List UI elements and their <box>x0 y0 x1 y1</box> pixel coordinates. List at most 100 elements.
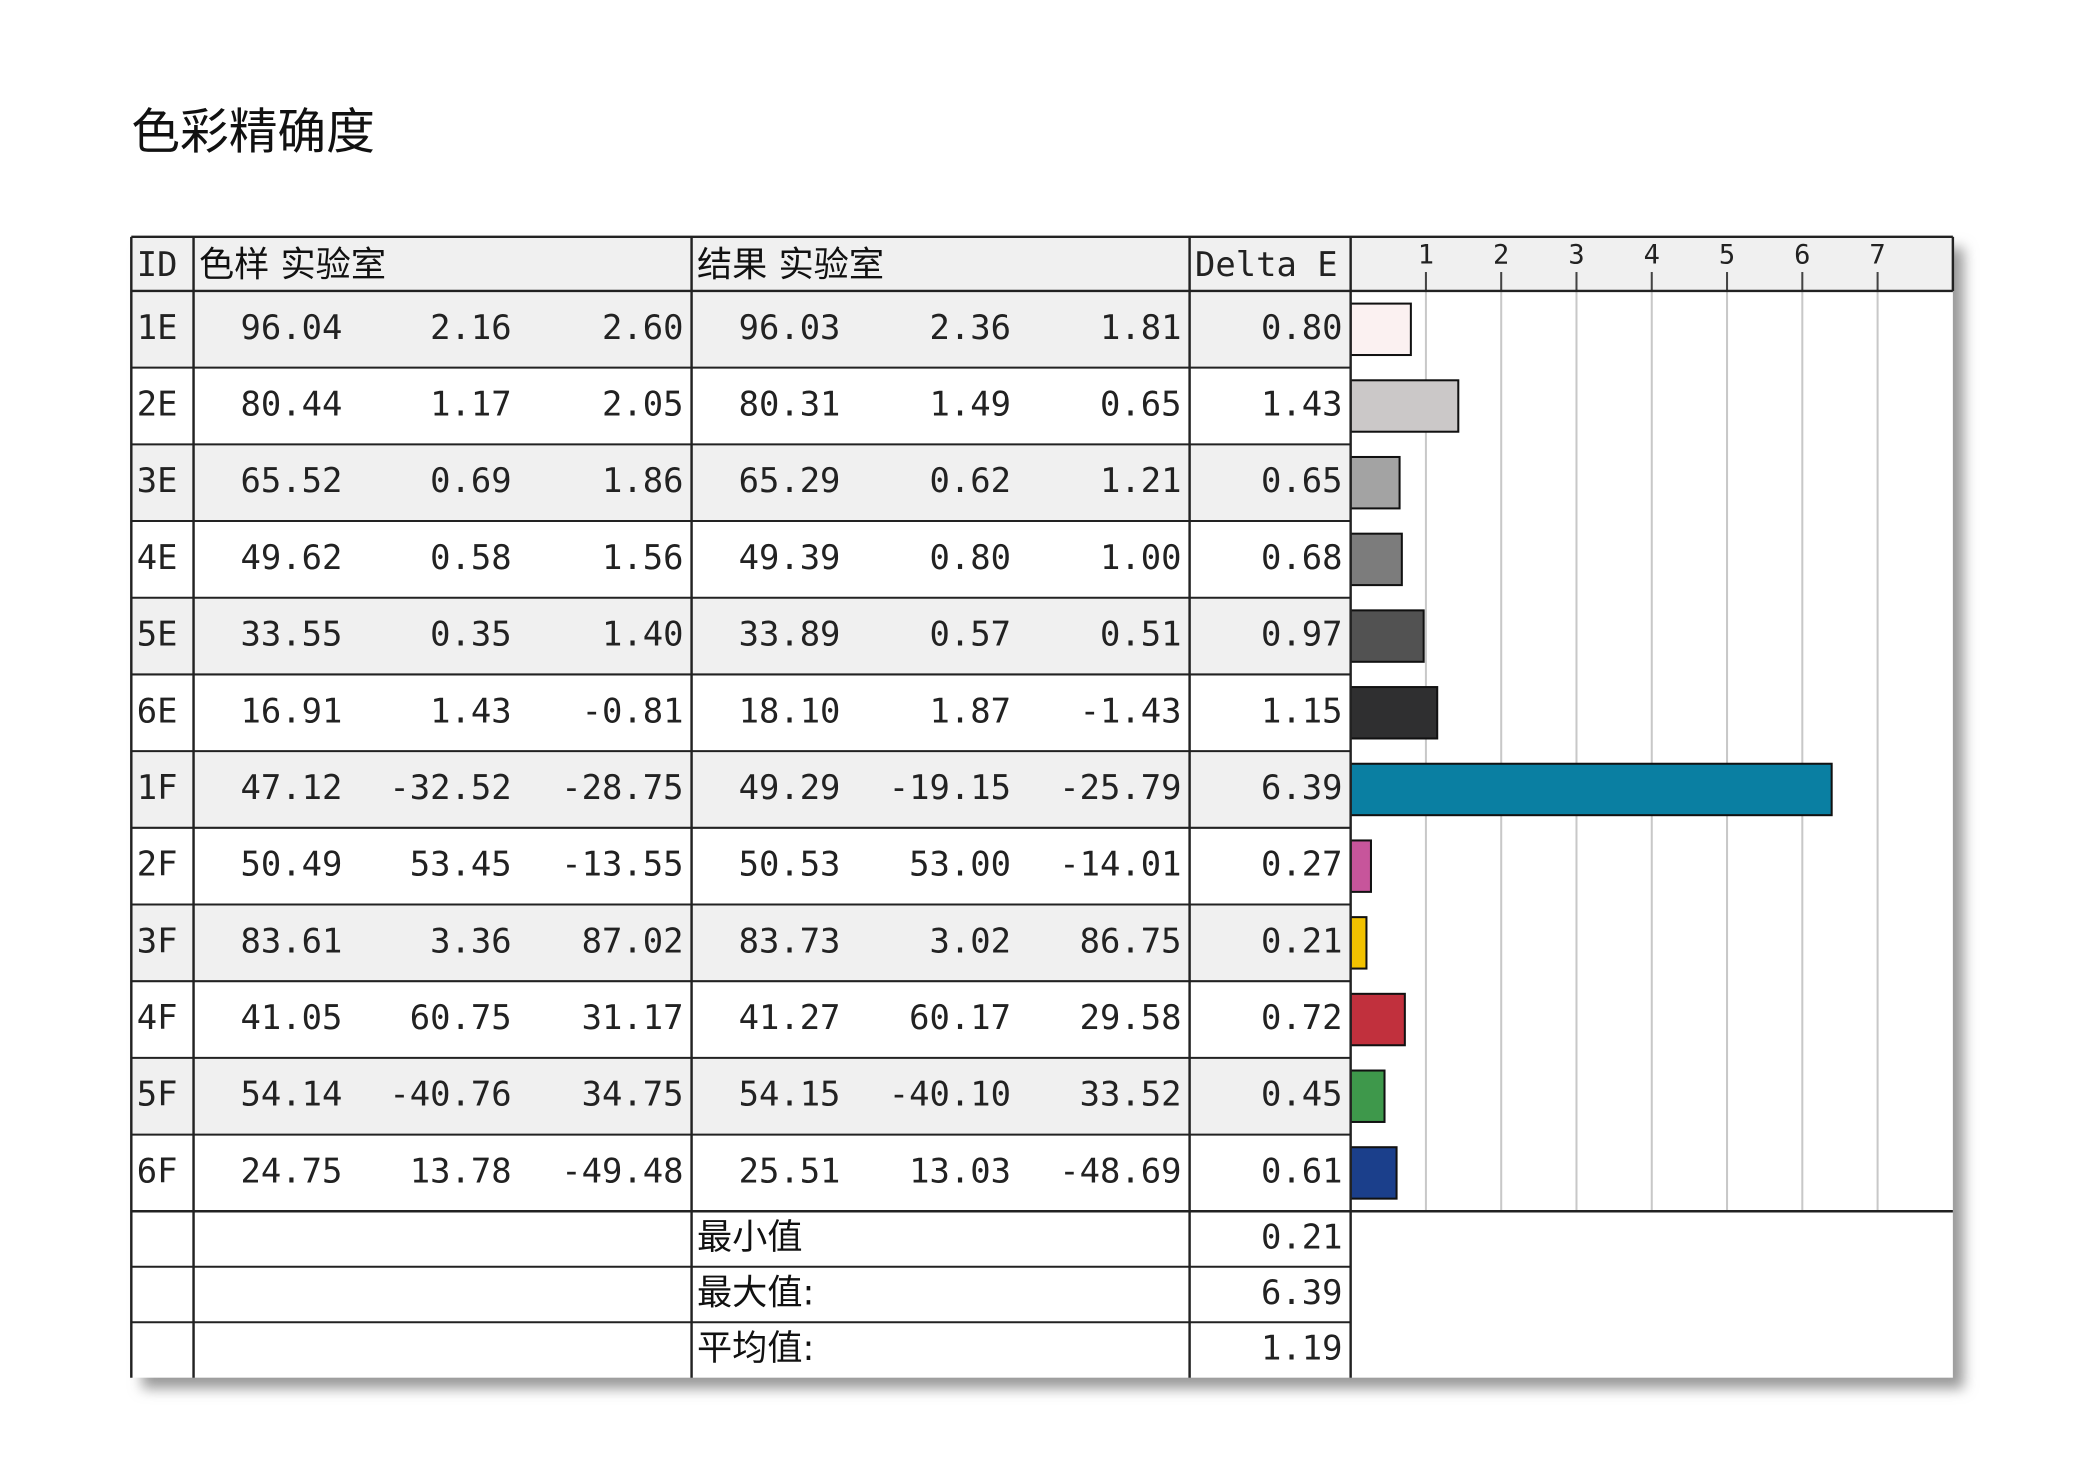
row-id: 5F <box>137 1075 178 1114</box>
title: 色彩精确度 <box>131 104 375 160</box>
sample-value: 1.40 <box>602 615 683 654</box>
sample-value: -28.75 <box>561 768 683 807</box>
row-bg <box>131 904 1351 982</box>
row-id: 4F <box>137 998 178 1037</box>
result-value: 3.02 <box>929 921 1010 960</box>
result-value: 1.00 <box>1100 538 1181 577</box>
delta-e-bar <box>1349 762 1833 817</box>
sample-value: -40.76 <box>389 1075 511 1114</box>
sample-value: 0.35 <box>430 615 511 654</box>
result-value: 0.62 <box>929 461 1010 500</box>
sample-value: 1.17 <box>430 385 511 424</box>
result-value: 53.00 <box>909 845 1011 884</box>
row-bg <box>131 751 1351 828</box>
result-value: 1.81 <box>1100 308 1181 347</box>
row-bg <box>131 981 1351 1058</box>
result-value: 54.15 <box>739 1075 841 1114</box>
delta-e-value: 1.15 <box>1261 691 1342 730</box>
result-value: 0.80 <box>929 538 1010 577</box>
sample-value: 47.12 <box>241 768 343 807</box>
sample-value: 65.52 <box>241 461 343 500</box>
result-value: 0.65 <box>1100 385 1181 424</box>
sample-value: 53.45 <box>410 845 512 884</box>
result-value: 0.51 <box>1100 615 1181 654</box>
result-value: -48.69 <box>1059 1151 1181 1190</box>
row-bg <box>131 1134 1351 1212</box>
row-id: 2F <box>137 845 178 884</box>
delta-e-value: 0.65 <box>1261 461 1342 500</box>
delta-e-value: 0.45 <box>1261 1075 1342 1114</box>
x-tick-label: 2 <box>1493 239 1509 270</box>
delta-e-value: 0.21 <box>1261 921 1342 960</box>
sample-value: 1.43 <box>430 691 511 730</box>
row-id: 5E <box>137 615 178 654</box>
row-id: 4E <box>137 538 178 577</box>
sample-value: 87.02 <box>582 921 684 960</box>
delta-e-bar <box>1349 379 1460 433</box>
row-bg <box>131 367 1351 445</box>
sample-value: 54.14 <box>241 1075 343 1114</box>
sample-value: 1.86 <box>602 461 683 500</box>
row-id: 2E <box>137 385 178 424</box>
sample-value: 33.55 <box>241 615 343 654</box>
row-bg <box>131 1057 1351 1135</box>
delta-e-bar <box>1349 839 1372 893</box>
sample-value: 83.61 <box>241 921 343 960</box>
sample-value: 34.75 <box>582 1075 684 1114</box>
sample-value: 0.69 <box>430 461 511 500</box>
result-value: 33.89 <box>739 615 841 654</box>
result-value: 2.36 <box>929 308 1010 347</box>
header-cell: ID <box>137 245 178 284</box>
sample-value: -32.52 <box>389 768 511 807</box>
result-value: 86.75 <box>1080 921 1182 960</box>
summary-value: 0.21 <box>1261 1218 1342 1257</box>
delta-e-value: 0.68 <box>1261 538 1342 577</box>
sample-value: 3.36 <box>430 921 511 960</box>
sample-value: -0.81 <box>582 691 684 730</box>
delta-e-value: 0.80 <box>1261 308 1342 347</box>
delta-e-value: 1.43 <box>1261 385 1342 424</box>
result-value: 13.03 <box>909 1151 1011 1190</box>
header-cell: Delta E <box>1195 245 1338 284</box>
delta-e-value: 0.97 <box>1261 615 1342 654</box>
x-tick-label: 7 <box>1869 239 1885 270</box>
result-value: 25.51 <box>739 1151 841 1190</box>
row-bg <box>131 290 1351 368</box>
x-tick-label: 4 <box>1644 239 1660 270</box>
x-tick-label: 5 <box>1719 239 1735 270</box>
result-value: -40.10 <box>889 1075 1011 1114</box>
delta-e-value: 6.39 <box>1261 768 1342 807</box>
sample-value: 31.17 <box>582 998 684 1037</box>
result-value: 83.73 <box>739 921 841 960</box>
summary-label: 最小值 <box>697 1217 803 1258</box>
header-bg <box>131 236 1953 291</box>
delta-e-bar <box>1349 686 1439 740</box>
sample-value: 13.78 <box>410 1151 512 1190</box>
result-value: -19.15 <box>889 768 1011 807</box>
sample-value: 2.60 <box>602 308 683 347</box>
delta-e-bar <box>1349 532 1403 587</box>
result-value: 96.03 <box>739 308 841 347</box>
result-value: 33.52 <box>1080 1075 1182 1114</box>
result-value: 80.31 <box>739 385 841 424</box>
row-bg <box>131 827 1351 905</box>
sample-value: 60.75 <box>410 998 512 1037</box>
delta-e-value: 0.61 <box>1261 1151 1342 1190</box>
result-value: 41.27 <box>739 998 841 1037</box>
row-bg <box>131 597 1351 675</box>
sample-value: 24.75 <box>241 1151 343 1190</box>
result-value: 49.29 <box>739 768 841 807</box>
sample-value: 1.56 <box>602 538 683 577</box>
sample-value: 2.05 <box>602 385 683 424</box>
summary-label: 平均值: <box>697 1328 814 1369</box>
sample-value: 50.49 <box>241 845 343 884</box>
result-value: -1.43 <box>1080 691 1182 730</box>
delta-e-bar <box>1349 1146 1398 1200</box>
header-cell: 色样 实验室 <box>199 245 386 286</box>
result-value: 49.39 <box>739 538 841 577</box>
row-id: 6F <box>137 1151 178 1190</box>
row-bg <box>131 521 1351 598</box>
delta-e-bar <box>1349 455 1401 510</box>
